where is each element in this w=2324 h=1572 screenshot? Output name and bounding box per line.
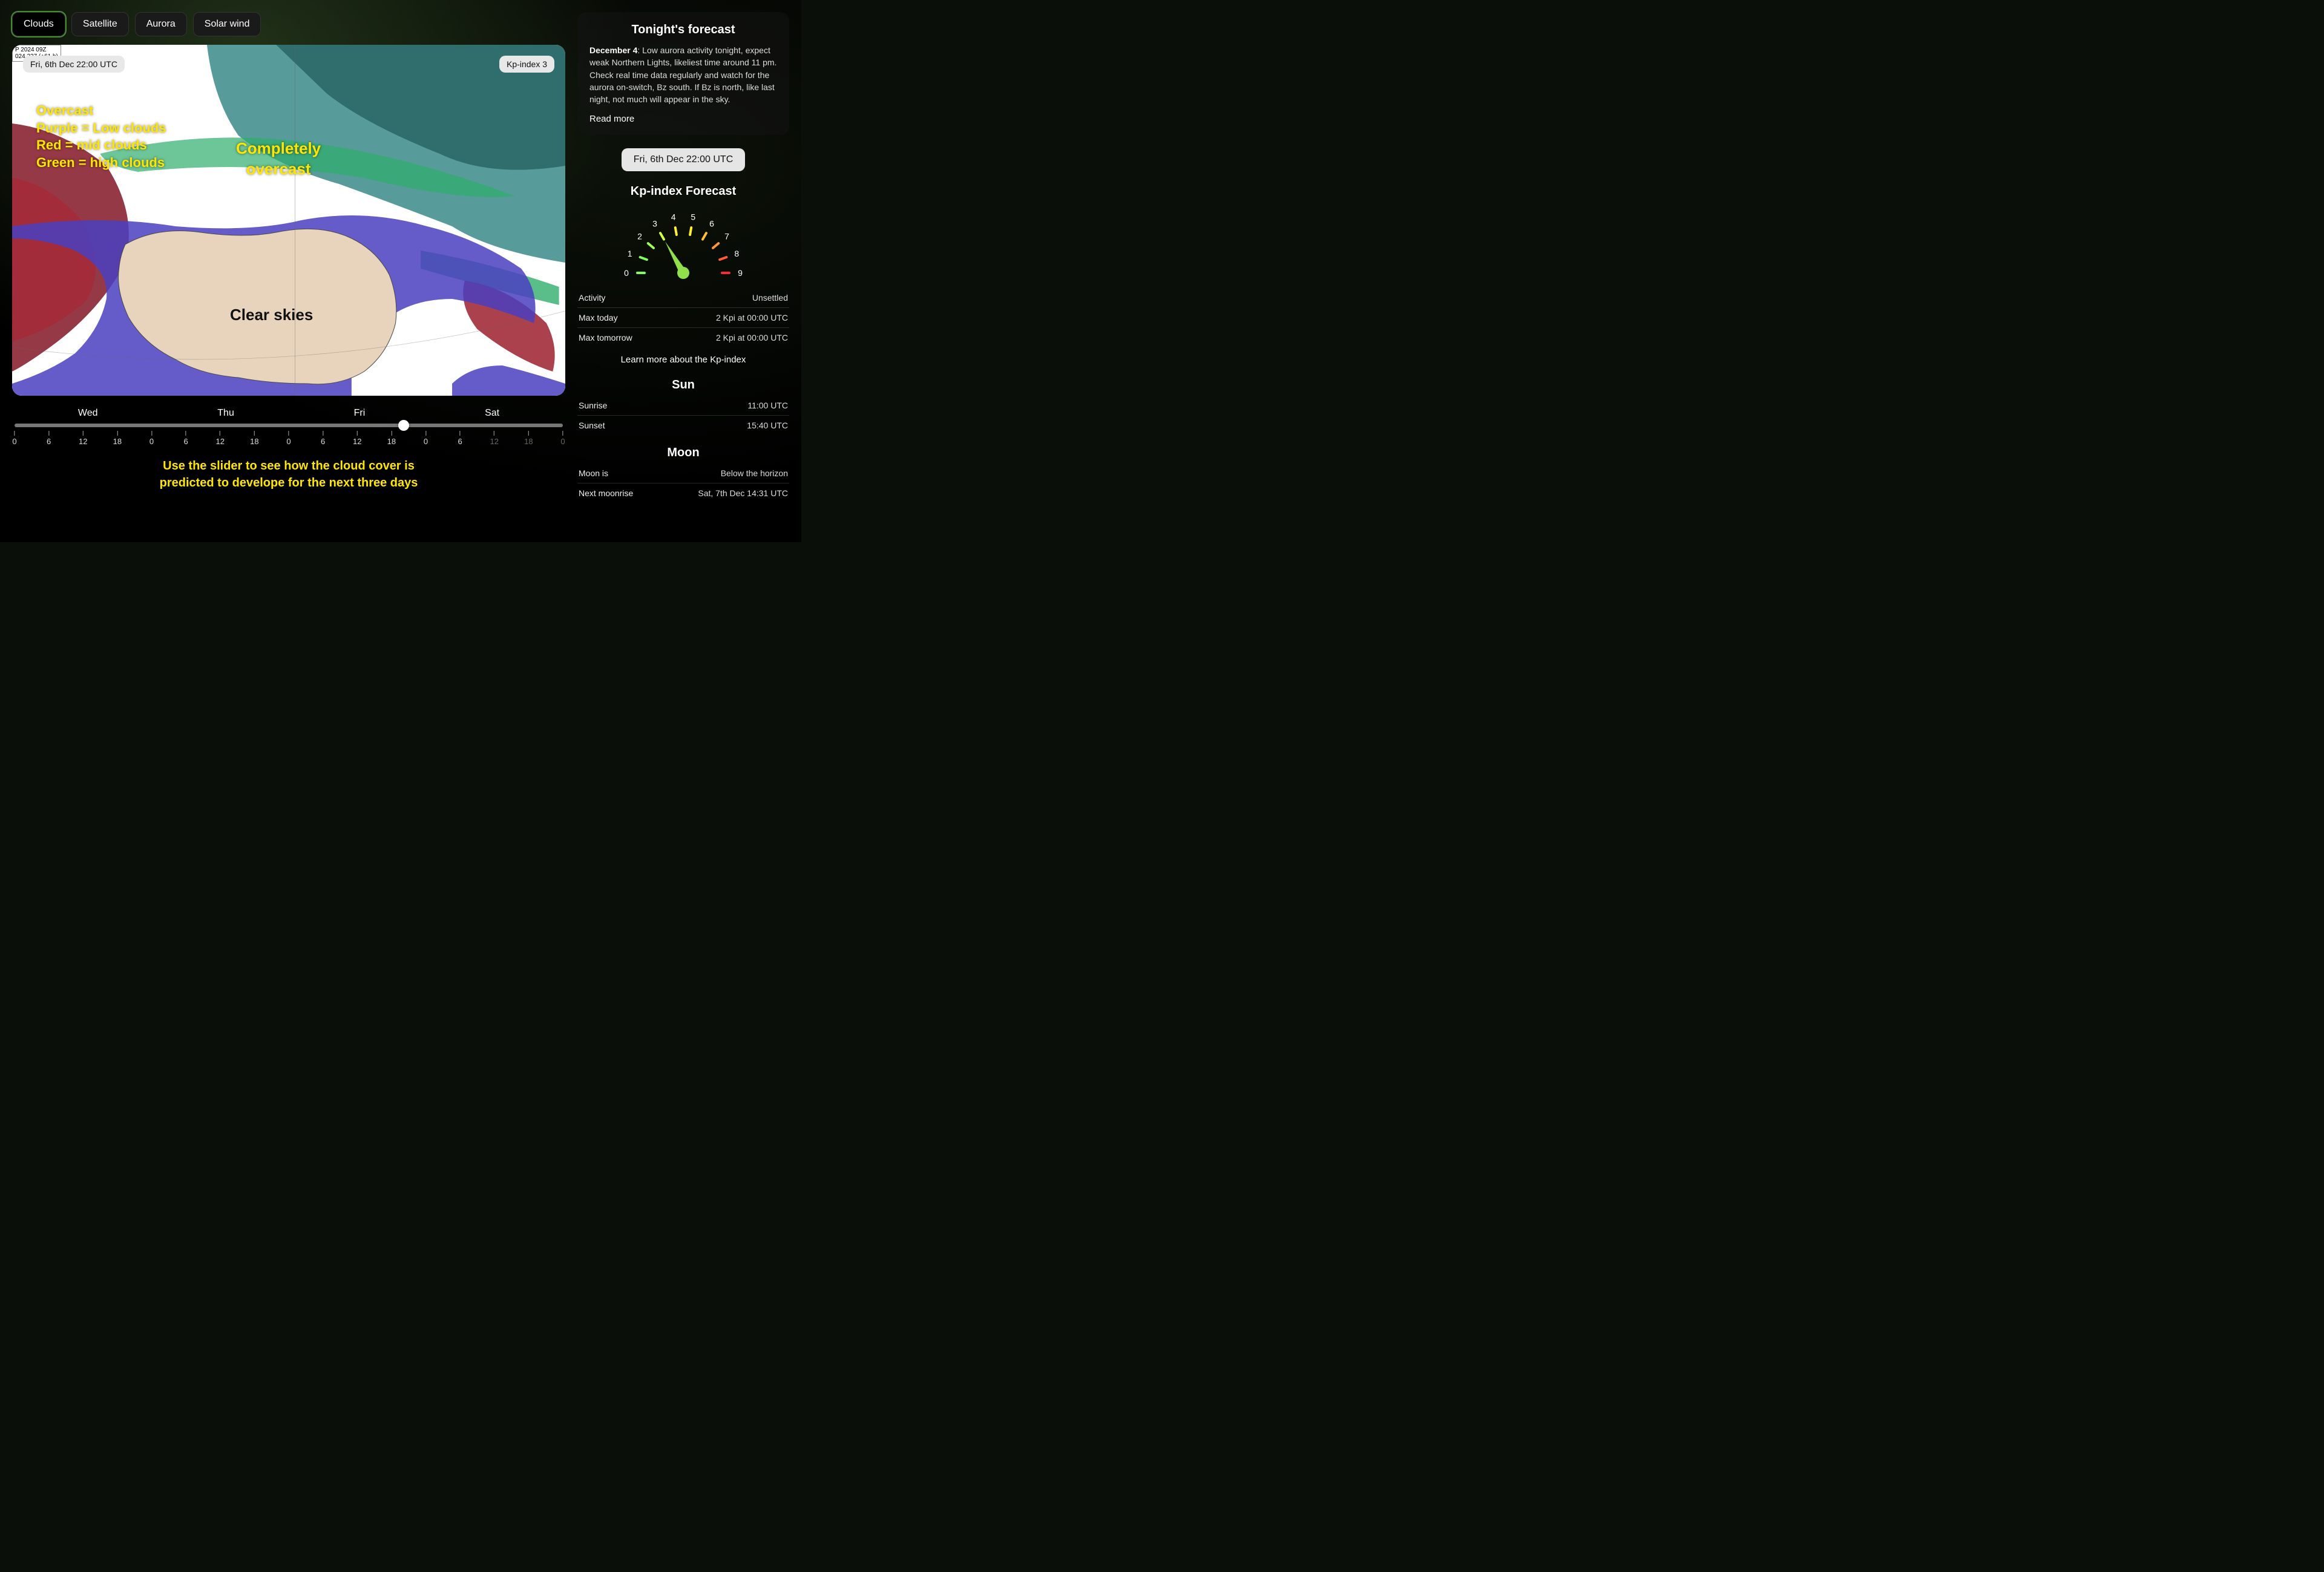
kp-row: Max tomorrow 2 Kpi at 00:00 UTC (577, 327, 789, 347)
moon-title: Moon (577, 446, 789, 460)
view-tabs: CloudsSatelliteAuroraSolar wind (12, 12, 565, 36)
sun-rows: Sunrise 11:00 UTC Sunset 15:40 UTC (577, 396, 789, 435)
hour-tick: 0 (12, 431, 16, 446)
svg-text:1: 1 (628, 249, 632, 258)
kp-title: Kp-index Forecast (577, 185, 789, 198)
tab-aurora[interactable]: Aurora (135, 12, 187, 36)
kp-gauge: 0 12 3 4 5 6 78 9 (577, 203, 789, 282)
forecast-date: December 4 (589, 45, 637, 55)
kp-row: Max today 2 Kpi at 00:00 UTC (577, 307, 789, 327)
hour-tick: 12 (79, 431, 87, 446)
hour-tick: 6 (47, 431, 51, 446)
svg-text:9: 9 (738, 268, 743, 278)
svg-text:8: 8 (734, 249, 739, 258)
hour-tick: 0 (560, 431, 565, 446)
row-label: Next moonrise (579, 488, 633, 498)
row-label: Max today (579, 313, 618, 323)
time-slider: Wed Thu Fri Sat 0 6 12 18 0 6 12 18 0 6 12 18 0 6 12 18 0 U… (12, 408, 565, 491)
svg-text:7: 7 (724, 232, 729, 241)
moon-row: Moon is Below the horizon (577, 463, 789, 483)
tab-solar-wind[interactable]: Solar wind (193, 12, 261, 36)
sun-title: Sun (577, 378, 789, 392)
kp-learn-more-link[interactable]: Learn more about the Kp-index (577, 355, 789, 365)
tab-satellite[interactable]: Satellite (71, 12, 129, 36)
tab-clouds[interactable]: Clouds (12, 12, 65, 36)
slider-thumb[interactable] (398, 420, 409, 431)
row-value: 2 Kpi at 00:00 UTC (716, 313, 788, 323)
map-time-badge: Fri, 6th Dec 22:00 UTC (23, 56, 125, 73)
hour-tick: 18 (113, 431, 122, 446)
row-label: Moon is (579, 468, 608, 478)
svg-text:5: 5 (691, 212, 695, 222)
hour-tick: 6 (321, 431, 325, 446)
map-kp-badge: Kp-index 3 (499, 56, 554, 73)
slider-track[interactable] (15, 424, 563, 427)
row-value: 2 Kpi at 00:00 UTC (716, 333, 788, 342)
day-label: Sat (485, 408, 499, 419)
row-value: Below the horizon (721, 468, 788, 478)
day-label: Wed (78, 408, 98, 419)
day-label: Fri (354, 408, 366, 419)
svg-text:4: 4 (671, 212, 676, 222)
map-legend-annotation: OvercastPurple = Low cloudsRed = mid clo… (36, 102, 166, 171)
sun-row: Sunset 15:40 UTC (577, 415, 789, 435)
svg-text:0: 0 (624, 268, 629, 278)
timeline-hour-ticks: 0 6 12 18 0 6 12 18 0 6 12 18 0 6 12 18 0 (15, 431, 563, 447)
hour-tick: 12 (353, 431, 361, 446)
forecast-title: Tonight's forecast (589, 23, 777, 37)
svg-text:2: 2 (637, 232, 642, 241)
row-value: Unsettled (752, 293, 788, 303)
row-label: Sunrise (579, 401, 607, 410)
kp-info-rows: Activity Unsettled Max today 2 Kpi at 00:00… (577, 288, 789, 347)
kp-row: Activity Unsettled (577, 288, 789, 307)
moon-row: Next moonrise Sat, 7th Dec 14:31 UTC (577, 483, 789, 503)
forecast-panel: Tonight's forecast December 4: Low auror… (577, 12, 789, 135)
read-more-link[interactable]: Read more (589, 114, 777, 124)
sun-row: Sunrise 11:00 UTC (577, 396, 789, 415)
hour-tick: 18 (387, 431, 396, 446)
map-canvas (12, 45, 565, 396)
cloud-map[interactable]: P 2024 09Z024 227 (+61 h) (12, 45, 565, 396)
day-label: Thu (217, 408, 234, 419)
forecast-body: December 4: Low aurora activity tonight,… (589, 44, 777, 105)
row-value: 11:00 UTC (747, 401, 788, 410)
svg-text:3: 3 (652, 219, 657, 229)
row-label: Sunset (579, 421, 605, 430)
row-value: Sat, 7th Dec 14:31 UTC (698, 488, 788, 498)
hour-tick: 12 (490, 431, 499, 446)
row-value: 15:40 UTC (747, 421, 788, 430)
row-label: Max tomorrow (579, 333, 632, 342)
hour-tick: 0 (424, 431, 428, 446)
slider-caption: Use the slider to see how the cloud cove… (12, 457, 565, 491)
hour-tick: 6 (458, 431, 462, 446)
hour-tick: 0 (149, 431, 154, 446)
timeline-day-labels: Wed Thu Fri Sat (12, 408, 565, 419)
hour-tick: 18 (524, 431, 533, 446)
moon-section: Moon Moon is Below the horizon Next moonri… (577, 446, 789, 503)
hour-tick: 0 (286, 431, 290, 446)
current-time-pill[interactable]: Fri, 6th Dec 22:00 UTC (622, 148, 746, 171)
svg-text:6: 6 (709, 219, 714, 229)
hour-tick: 6 (184, 431, 188, 446)
hour-tick: 18 (250, 431, 258, 446)
moon-rows: Moon is Below the horizon Next moonrise Sat… (577, 463, 789, 503)
row-label: Activity (579, 293, 605, 303)
sun-section: Sun Sunrise 11:00 UTC Sunset 15:40 UTC (577, 378, 789, 435)
map-clear-annotation: Clear skies (230, 305, 313, 326)
kp-section: Kp-index Forecast 0 12 3 4 5 6 78 9 Activity Uns… (577, 185, 789, 365)
map-overcast-annotation: Completelyovercast (236, 139, 321, 180)
hour-tick: 12 (216, 431, 225, 446)
